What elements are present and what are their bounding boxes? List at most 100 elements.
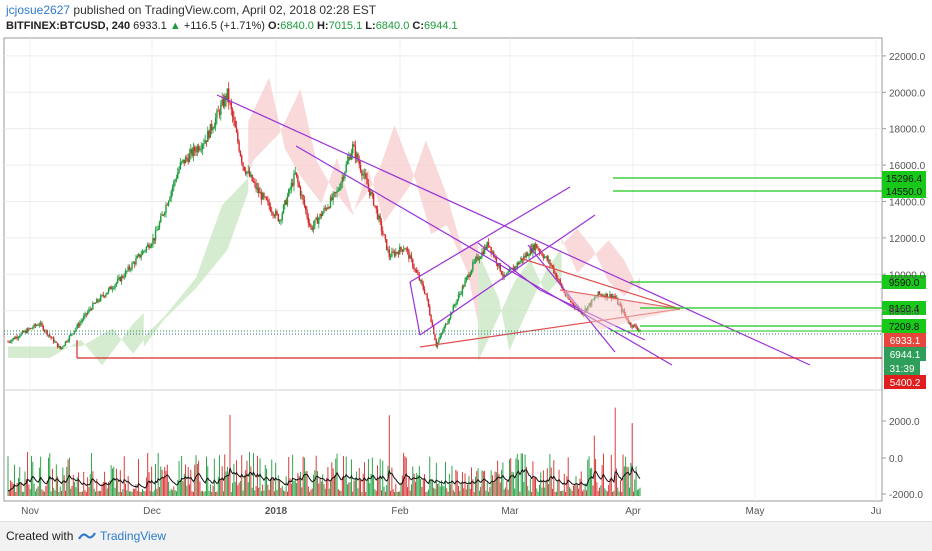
candle-body <box>346 160 349 165</box>
candle-body <box>305 205 307 211</box>
level-tag <box>882 301 926 315</box>
channel-mid[interactable] <box>477 242 541 291</box>
candle-body <box>410 255 413 260</box>
candle-body <box>60 347 63 349</box>
candle-body <box>613 296 615 297</box>
candle-body <box>239 151 242 156</box>
candle-body <box>406 248 409 251</box>
candle-body <box>174 179 176 182</box>
cloud-segment <box>143 177 249 347</box>
candle-body <box>533 244 535 251</box>
candle-body <box>405 248 407 250</box>
candle-body <box>256 187 259 190</box>
candle-body <box>303 199 306 206</box>
red-resist-falling[interactable] <box>519 257 681 310</box>
price-marker-label: 6944.1 <box>890 350 921 361</box>
candle-body <box>93 303 95 304</box>
candle-body <box>470 269 473 274</box>
candle-body <box>19 336 21 338</box>
channel-bottom[interactable] <box>419 214 596 336</box>
candle-body <box>636 327 639 330</box>
candle-body <box>477 256 479 261</box>
symbol-label[interactable]: BITFINEX:BTCUSD, 240 <box>6 20 131 32</box>
candle-body <box>258 187 260 194</box>
candle-body <box>203 143 205 145</box>
candle-body <box>131 263 133 270</box>
author-link[interactable]: jcjosue2627 <box>6 3 71 17</box>
candle-body <box>308 223 311 226</box>
candle-body <box>545 256 547 258</box>
candle-body <box>408 250 410 259</box>
candle-body <box>611 296 614 299</box>
candle-body <box>58 346 60 348</box>
candle-body <box>97 299 99 302</box>
candle-body <box>570 299 572 302</box>
candle-body <box>393 252 396 256</box>
candle-body <box>323 208 325 213</box>
candle-body <box>213 126 216 129</box>
trendline-lower[interactable] <box>295 145 673 366</box>
level-tag-label: 9590.0 <box>889 278 920 289</box>
price-chart[interactable]: 15296.4 14550.0 9590.0 8160.4 7209.8 22000.0… <box>0 0 932 521</box>
candle-body <box>180 161 183 163</box>
high-label: H: <box>316 20 329 32</box>
volume-pane <box>7 407 641 496</box>
y-tick-label: 8000.0 <box>889 307 920 318</box>
open-label: O: <box>268 20 281 32</box>
candle-body <box>29 328 31 330</box>
candle-body <box>425 293 427 295</box>
low-label: L: <box>365 20 376 32</box>
candle-body <box>54 341 56 343</box>
candle-body <box>37 325 39 326</box>
grid <box>4 38 882 501</box>
candle-body <box>494 256 496 258</box>
candle-body <box>127 266 129 271</box>
candle-body <box>328 207 330 209</box>
tradingview-logo-icon[interactable] <box>78 530 96 542</box>
candle-body <box>366 178 368 185</box>
candle-body <box>482 251 485 255</box>
candle-body <box>209 123 212 138</box>
candle-body <box>246 171 248 174</box>
candle-body <box>440 333 443 336</box>
candle-body <box>100 295 102 301</box>
candle-body <box>439 335 441 340</box>
candle-body <box>479 257 482 259</box>
candle-body <box>397 252 400 255</box>
price-marker-close-green <box>884 347 926 361</box>
candle-body <box>128 266 131 270</box>
candle-body <box>114 284 116 288</box>
candle-body <box>465 277 468 281</box>
candle-body <box>506 273 508 276</box>
y-tick-label: 22000.0 <box>889 52 926 63</box>
candle-body <box>16 336 18 339</box>
candle-body <box>496 263 499 267</box>
candle-body <box>550 264 552 266</box>
candle-body <box>280 220 282 221</box>
trendline-upper[interactable] <box>216 94 811 366</box>
price-change: +116.5 (+1.71%) <box>183 20 265 32</box>
candle-body <box>555 273 558 279</box>
candle-body <box>446 323 448 325</box>
candle-body <box>504 274 507 276</box>
candle-body <box>525 253 528 258</box>
candle-body <box>389 257 392 258</box>
candle-body <box>456 299 458 304</box>
channel-left[interactable] <box>409 281 421 336</box>
channel-top[interactable] <box>409 186 571 283</box>
candle-body <box>50 336 52 338</box>
candle-body <box>517 262 520 265</box>
x-tick-label: May <box>746 506 765 517</box>
level-tag-label: 15296.4 <box>886 174 923 185</box>
ohlc-line: BITFINEX:BTCUSD, 240 6933.1 ▲ +116.5 (+1… <box>6 18 906 34</box>
level-tag <box>882 184 926 198</box>
chart-frame <box>3 37 883 502</box>
candle-body <box>355 153 358 158</box>
tradingview-link[interactable]: TradingView <box>100 529 167 543</box>
candle-body <box>195 150 197 153</box>
candle-body <box>156 230 158 231</box>
candle-body <box>399 247 401 255</box>
candle-body <box>538 249 541 252</box>
candle-body <box>96 299 98 304</box>
candle-body <box>528 255 530 257</box>
